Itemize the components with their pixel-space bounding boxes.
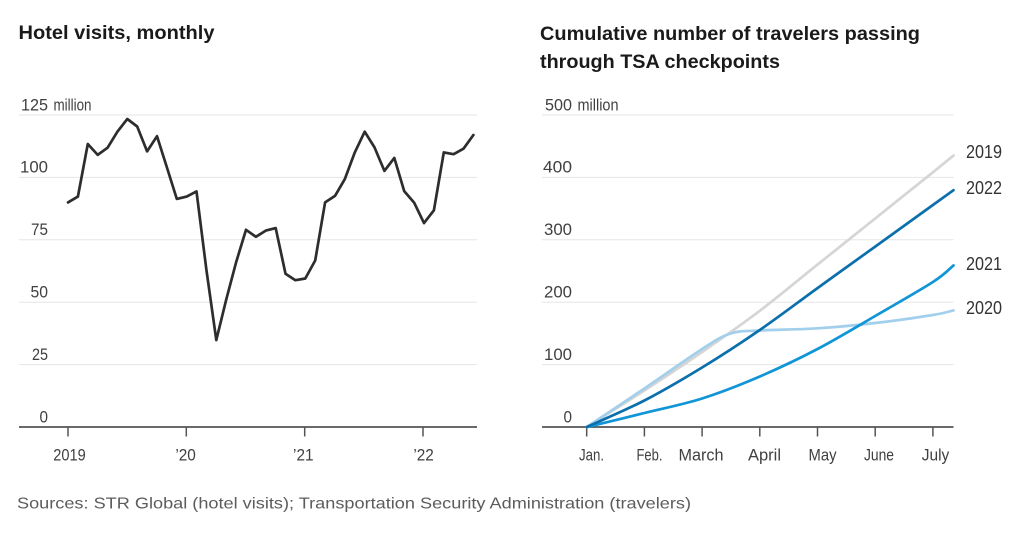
svg-text:125: 125 [21,95,48,114]
svg-text:’21: ’21 [293,445,314,464]
svg-text:’20: ’20 [175,445,196,464]
svg-text:July: July [922,445,950,464]
svg-text:50: 50 [31,283,49,302]
svg-text:Sources: STR Global (hotel vis: Sources: STR Global (hotel visits); Tran… [17,496,691,513]
svg-text:May: May [809,445,837,464]
svg-text:April: April [748,445,781,464]
svg-text:25: 25 [32,345,48,364]
svg-text:300: 300 [544,220,572,239]
svg-text:2022: 2022 [966,178,1002,198]
svg-text:Cumulative number of travelers: Cumulative number of travelers passing [540,23,920,45]
svg-text:0: 0 [40,407,49,426]
svg-text:million: million [54,95,92,114]
svg-text:2019: 2019 [966,142,1002,162]
svg-text:Feb.: Feb. [637,445,663,464]
svg-text:Jan.: Jan. [579,445,604,464]
svg-text:400: 400 [543,158,572,177]
svg-text:100: 100 [544,345,572,364]
svg-text:through TSA checkpoints: through TSA checkpoints [540,51,780,73]
svg-text:500: 500 [545,95,572,114]
svg-text:Hotel visits, monthly: Hotel visits, monthly [19,22,215,44]
svg-text:0: 0 [564,407,573,426]
svg-text:2019: 2019 [53,445,86,464]
svg-text:2021: 2021 [966,254,1002,274]
svg-text:March: March [679,445,724,464]
svg-text:100: 100 [20,158,48,177]
svg-text:2020: 2020 [966,298,1002,318]
svg-text:75: 75 [31,220,48,239]
svg-text:million: million [578,95,619,114]
svg-text:200: 200 [544,283,572,302]
svg-text:’22: ’22 [413,445,434,464]
svg-text:June: June [864,445,894,464]
